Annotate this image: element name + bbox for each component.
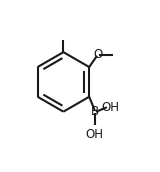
- Text: OH: OH: [102, 101, 120, 114]
- Text: O: O: [93, 48, 102, 61]
- Text: OH: OH: [86, 128, 104, 141]
- Text: B: B: [91, 105, 99, 119]
